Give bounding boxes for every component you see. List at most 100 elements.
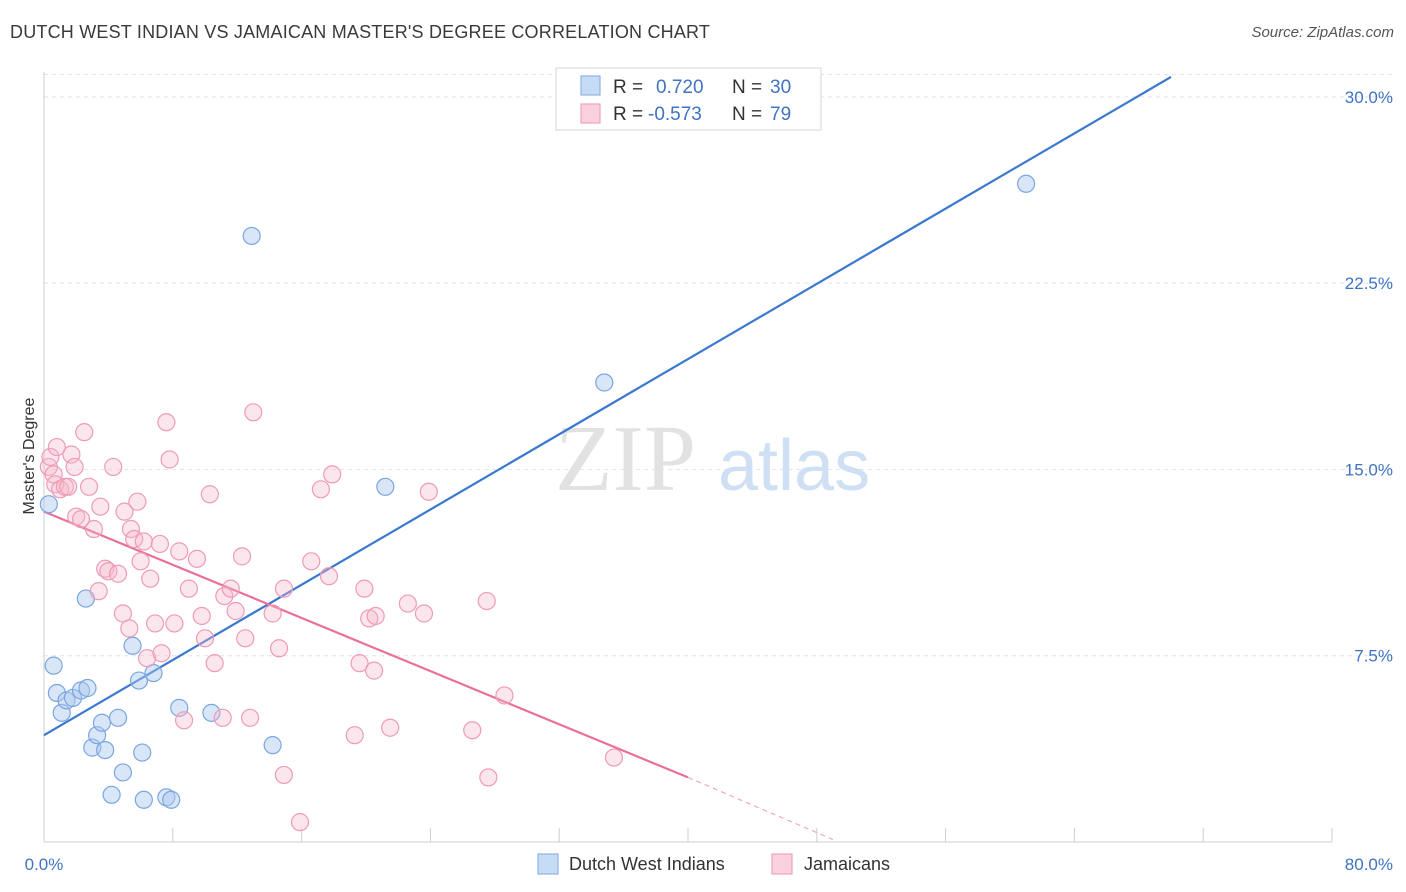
bottom-legend-swatch-dutch-west-indians — [537, 853, 559, 875]
point-jamaicans-22 — [115, 502, 134, 521]
point-dutch-west-indians-21 — [157, 788, 176, 807]
point-jamaicans-76 — [604, 748, 624, 767]
bottom-legend: Dutch West Indians Jamaicans — [537, 853, 890, 875]
point-dutch-west-indians-22 — [162, 790, 181, 809]
y-axis-label: Master's Degree — [21, 397, 38, 514]
bottom-legend-label-jamaicans: Jamaicans — [804, 854, 890, 874]
point-jamaicans-30 — [141, 569, 160, 588]
gridlines — [44, 73, 1392, 657]
point-jamaicans-38 — [174, 711, 194, 730]
point-jamaicans-24 — [121, 519, 141, 539]
point-dutch-west-indians-26 — [263, 736, 282, 755]
point-jamaicans-23 — [120, 619, 139, 638]
legend-swatch-dutch-west-indians — [580, 75, 601, 96]
point-jamaicans-55 — [274, 765, 293, 785]
x-tick-label-0: 0.0% — [25, 855, 64, 874]
legend-r-value-2: -0.573 — [648, 104, 702, 125]
point-dutch-west-indians-28 — [595, 373, 614, 392]
trend-line-jamaicans — [43, 510, 689, 779]
point-jamaicans-54 — [269, 639, 289, 658]
point-jamaicans-15 — [89, 582, 108, 601]
point-jamaicans-44 — [205, 654, 224, 673]
point-jamaicans-32 — [150, 534, 170, 554]
point-jamaicans-48 — [226, 601, 245, 621]
point-dutch-west-indians-1 — [44, 656, 63, 675]
point-jamaicans-45 — [213, 708, 232, 727]
point-jamaicans-16 — [91, 497, 110, 516]
bottom-legend-label-dutch-west-indians: Dutch West Indians — [569, 854, 725, 874]
point-jamaicans-26 — [128, 492, 147, 511]
data-points — [39, 174, 1036, 832]
point-dutch-west-indians-29 — [1016, 174, 1036, 193]
point-jamaicans-56 — [274, 579, 293, 598]
point-dutch-west-indians-15 — [113, 763, 132, 782]
point-jamaicans-47 — [221, 579, 240, 598]
point-jamaicans-72 — [463, 721, 482, 740]
point-jamaicans-50 — [236, 629, 255, 648]
point-jamaicans-51 — [240, 708, 260, 727]
point-jamaicans-40 — [187, 549, 207, 568]
point-dutch-west-indians-11 — [92, 713, 112, 732]
legend-r-label-2: R = — [613, 104, 643, 125]
point-jamaicans-42 — [195, 629, 215, 648]
point-dutch-west-indians-25 — [242, 226, 261, 246]
point-jamaicans-34 — [157, 413, 176, 432]
point-jamaicans-49 — [232, 547, 252, 566]
trend-line-jamaicans-extension — [687, 776, 834, 841]
point-jamaicans-35 — [160, 450, 179, 469]
point-jamaicans-11 — [71, 509, 91, 529]
point-jamaicans-52 — [244, 403, 263, 422]
point-jamaicans-43 — [200, 485, 219, 504]
legend-n-label-1: N = — [732, 77, 762, 98]
point-jamaicans-7 — [59, 477, 78, 496]
point-dutch-west-indians-18 — [133, 743, 152, 762]
legend-n-value-1: 30 — [770, 77, 791, 98]
legend-swatch-jamaicans — [580, 103, 601, 124]
point-jamaicans-66 — [364, 661, 384, 680]
point-jamaicans-31 — [145, 614, 165, 633]
point-jamaicans-1 — [41, 447, 60, 467]
point-dutch-west-indians-16 — [123, 636, 142, 655]
point-jamaicans-62 — [345, 726, 364, 745]
point-jamaicans-36 — [165, 614, 184, 633]
point-jamaicans-70 — [414, 604, 434, 623]
y-tick-label-2: 22.5% — [1345, 274, 1393, 293]
y-tick-label-0: 7.5% — [1354, 647, 1393, 666]
watermark-zip: ZIP — [555, 407, 696, 511]
chart-title: DUTCH WEST INDIAN VS JAMAICAN MASTER'S D… — [10, 22, 711, 42]
x-tick-label-1: 80.0% — [1345, 855, 1393, 874]
point-jamaicans-64 — [355, 579, 374, 598]
point-dutch-west-indians-24 — [202, 703, 221, 722]
point-jamaicans-68 — [381, 718, 400, 737]
point-dutch-west-indians-13 — [102, 785, 121, 804]
legend-n-value-2: 79 — [770, 104, 791, 125]
point-jamaicans-37 — [170, 542, 189, 561]
point-jamaicans-20 — [108, 564, 128, 583]
point-jamaicans-13 — [79, 477, 99, 496]
point-jamaicans-9 — [65, 457, 84, 477]
tick-labels: 7.5% 15.0% 22.5% 30.0% 0.0% 80.0% — [25, 88, 1393, 874]
point-jamaicans-27 — [131, 552, 150, 571]
point-jamaicans-14 — [84, 519, 104, 539]
watermark-atlas: atlas — [718, 426, 870, 506]
point-jamaicans-63 — [350, 654, 369, 673]
watermark: ZIP atlas — [555, 407, 870, 511]
legend-n-label-2: N = — [732, 104, 762, 125]
bottom-legend-swatch-jamaicans — [771, 853, 793, 875]
point-dutch-west-indians-17 — [129, 671, 149, 690]
point-jamaicans-67 — [366, 606, 385, 626]
point-jamaicans-28 — [134, 532, 153, 551]
point-dutch-west-indians-8 — [78, 678, 97, 698]
point-jamaicans-12 — [75, 423, 94, 442]
point-jamaicans-71 — [419, 482, 438, 501]
point-jamaicans-41 — [192, 606, 211, 626]
point-jamaicans-33 — [152, 644, 171, 663]
point-dutch-west-indians-19 — [134, 790, 153, 809]
point-jamaicans-19 — [104, 457, 123, 477]
point-jamaicans-73 — [477, 591, 496, 611]
point-jamaicans-10 — [67, 507, 86, 526]
point-jamaicans-74 — [479, 768, 498, 787]
point-jamaicans-53 — [263, 604, 282, 623]
point-jamaicans-46 — [215, 586, 234, 606]
